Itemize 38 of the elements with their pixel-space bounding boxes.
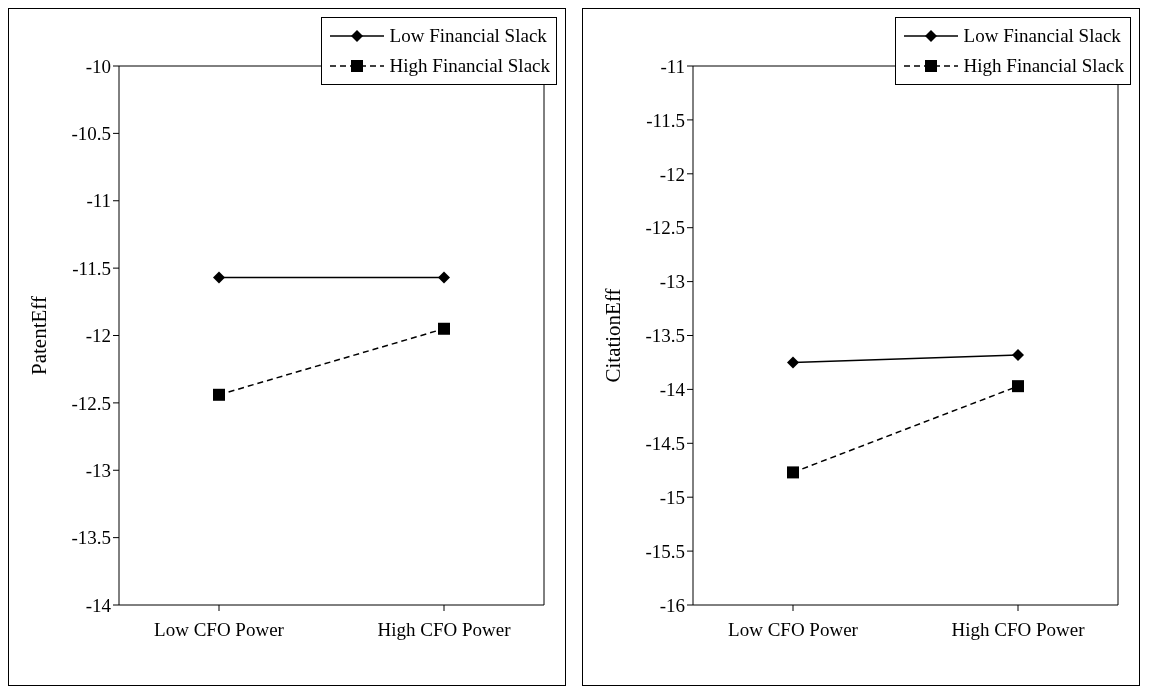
x-tick-label: High CFO Power [377, 619, 512, 641]
point [213, 388, 225, 401]
y-tick-label: -13.5 [71, 527, 111, 549]
y-tick-label: -16 [659, 594, 685, 616]
y-tick-label: -13.5 [645, 325, 685, 347]
legend-label: Low Financial Slack [963, 24, 1121, 48]
legend-label: High Financial Slack [389, 54, 550, 78]
y-tick-label: -12 [85, 325, 111, 347]
point [787, 356, 799, 369]
y-tick-label: -14 [85, 594, 112, 616]
y-tick-label: -12.5 [71, 392, 111, 414]
y-tick-label: -14.5 [645, 433, 685, 455]
point [787, 466, 799, 479]
point [1012, 380, 1024, 393]
y-tick-label: -10 [85, 55, 111, 77]
point [438, 322, 450, 335]
y-tick-label: -12.5 [645, 217, 685, 239]
legend-label: High Financial Slack [963, 54, 1124, 78]
y-tick-label: -12 [659, 163, 685, 185]
y-tick-label: -11 [86, 190, 111, 212]
y-tick-label: -10.5 [71, 123, 111, 145]
y-tick-label: -11.5 [646, 109, 685, 131]
legend-label: Low Financial Slack [389, 24, 547, 48]
point [213, 271, 225, 284]
y-axis-title: CitationEff [601, 288, 626, 383]
y-tick-label: -13 [659, 271, 685, 293]
x-tick-label: Low CFO Power [154, 619, 285, 641]
x-tick-label: Low CFO Power [728, 619, 859, 641]
y-tick-label: -15 [659, 486, 685, 508]
y-tick-label: -15.5 [645, 540, 685, 562]
y-tick-label: -11.5 [72, 257, 111, 279]
x-tick-label: High CFO Power [951, 619, 1086, 641]
y-tick-label: -14 [659, 379, 686, 401]
point [438, 271, 450, 284]
y-tick-label: -11 [660, 55, 685, 77]
y-axis-title: PatentEff [27, 296, 52, 375]
y-tick-label: -13 [85, 459, 111, 481]
point [1012, 348, 1024, 361]
